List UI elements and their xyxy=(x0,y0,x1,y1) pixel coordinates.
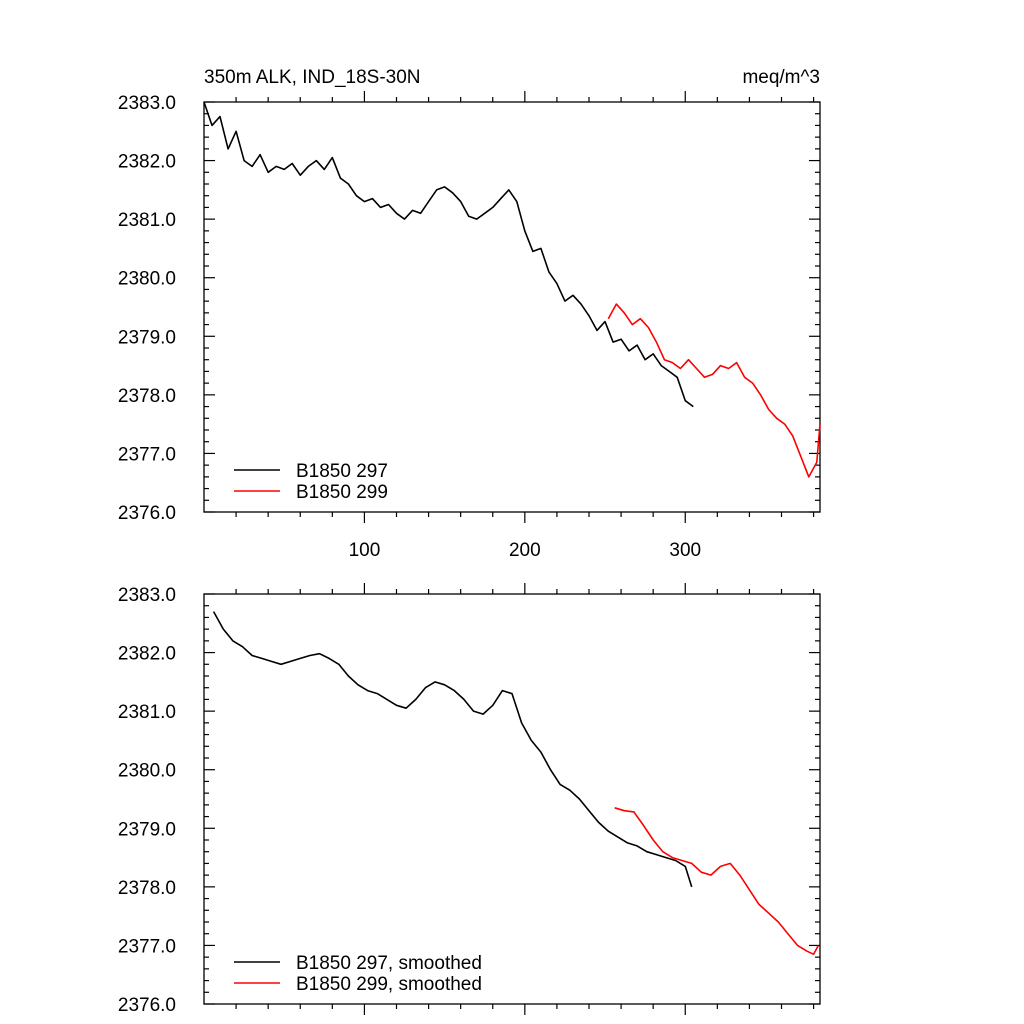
top-y-tick-labels: 2383.0 2382.0 2381.0 2380.0 2379.0 2378.0 2377… xyxy=(118,93,176,524)
top-legend-label-1: B1850 299 xyxy=(296,482,388,503)
bottom-y-tick-label: 2379.0 xyxy=(118,819,176,840)
top-series-lines xyxy=(203,101,821,478)
top-x-tick-label: 300 xyxy=(669,540,701,561)
top-x-tick-label: 200 xyxy=(509,540,541,561)
bottom-ticks xyxy=(204,583,820,1015)
top-y-tick-label: 2381.0 xyxy=(118,210,176,231)
bottom-series-line-1 xyxy=(614,807,820,956)
top-panel-title: 350m ALK, IND_18S-30N xyxy=(204,67,421,88)
bottom-y-tick-label: 2378.0 xyxy=(118,878,176,899)
top-legend: B1850 297 B1850 299 xyxy=(234,461,388,503)
bottom-panel: 2383.0 2382.0 2381.0 2380.0 2379.0 2378.0 2377… xyxy=(118,583,821,1016)
bottom-y-tick-label: 2383.0 xyxy=(118,585,176,606)
bottom-y-tick-labels: 2383.0 2382.0 2381.0 2380.0 2379.0 2378.0 2377… xyxy=(118,585,176,1016)
top-series-line-1 xyxy=(607,303,821,478)
bottom-series-line-0 xyxy=(212,611,693,888)
top-y-tick-label: 2377.0 xyxy=(118,444,176,465)
top-y-tick-label: 2379.0 xyxy=(118,327,176,348)
top-plot-frame xyxy=(203,101,821,513)
top-y-tick-label: 2378.0 xyxy=(118,386,176,407)
top-y-tick-label: 2382.0 xyxy=(118,152,176,173)
bottom-y-tick-label: 2377.0 xyxy=(118,936,176,957)
bottom-y-tick-label: 2376.0 xyxy=(118,995,176,1016)
top-ticks xyxy=(204,91,820,523)
bottom-legend-label-0: B1850 297, smoothed xyxy=(296,953,482,974)
top-x-tick-label: 100 xyxy=(349,540,381,561)
top-series-line-0 xyxy=(203,101,694,408)
bottom-legend-label-1: B1850 299, smoothed xyxy=(296,974,482,995)
top-x-tick-labels: 100 200 300 xyxy=(349,540,702,561)
bottom-series-lines xyxy=(212,611,820,956)
bottom-legend: B1850 297, smoothed B1850 299, smoothed xyxy=(234,953,482,995)
top-y-tick-label: 2376.0 xyxy=(118,503,176,524)
units-label: meq/m^3 xyxy=(742,67,820,88)
bottom-y-tick-label: 2382.0 xyxy=(118,644,176,665)
bottom-plot-frame xyxy=(203,593,821,1005)
bottom-y-tick-label: 2381.0 xyxy=(118,702,176,723)
top-panel: 350m ALK, IND_18S-30N meq/m^3 2383.0 2382… xyxy=(118,67,821,561)
bottom-y-tick-label: 2380.0 xyxy=(118,761,176,782)
top-y-tick-label: 2383.0 xyxy=(118,93,176,114)
top-legend-label-0: B1850 297 xyxy=(296,461,388,482)
top-y-tick-label: 2380.0 xyxy=(118,269,176,290)
